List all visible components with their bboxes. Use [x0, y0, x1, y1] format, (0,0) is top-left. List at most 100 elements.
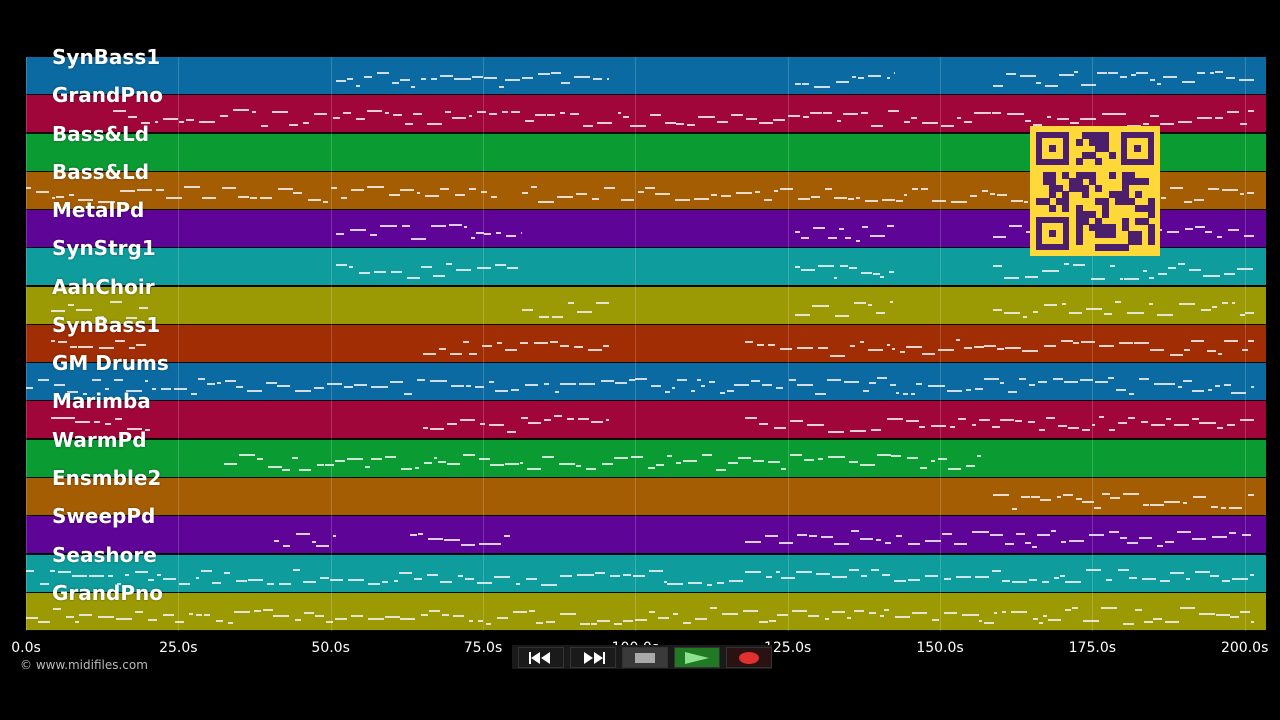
note — [894, 580, 907, 583]
note — [675, 462, 682, 465]
note — [891, 454, 902, 457]
qr-module — [1075, 184, 1083, 192]
note — [838, 227, 844, 230]
note — [666, 455, 672, 458]
note — [979, 619, 983, 622]
note — [1228, 506, 1243, 509]
note — [295, 532, 310, 535]
note — [1054, 577, 1059, 580]
note — [1003, 312, 1020, 315]
record-button[interactable] — [726, 647, 772, 668]
note — [292, 457, 298, 460]
track-separator — [26, 476, 1266, 478]
note — [1248, 494, 1254, 497]
note — [1210, 575, 1220, 578]
note — [954, 543, 967, 546]
qr-module — [1141, 204, 1149, 212]
note — [850, 530, 859, 533]
note — [1073, 71, 1079, 74]
note — [774, 426, 787, 429]
qr-module — [1049, 191, 1057, 199]
note — [907, 457, 918, 460]
note — [966, 465, 976, 468]
note — [1101, 113, 1113, 116]
note — [510, 388, 520, 391]
note — [1039, 622, 1043, 625]
note — [824, 618, 829, 621]
note — [363, 75, 373, 78]
note — [976, 455, 981, 458]
note — [335, 618, 347, 621]
note — [162, 614, 175, 617]
note — [1021, 349, 1038, 352]
note — [580, 622, 590, 625]
note — [814, 392, 827, 395]
qr-module — [1075, 138, 1083, 146]
qr-module — [1069, 178, 1076, 186]
note — [1232, 577, 1249, 580]
track-name-label: SynStrg1 — [52, 236, 156, 261]
note — [506, 234, 517, 237]
note — [445, 111, 451, 114]
note — [1240, 193, 1245, 196]
note — [336, 263, 348, 266]
note — [1023, 315, 1027, 318]
note — [1119, 278, 1123, 281]
note — [863, 390, 869, 393]
note — [535, 113, 547, 116]
note — [709, 381, 716, 384]
qr-module — [1148, 198, 1156, 205]
note — [124, 574, 130, 577]
note — [984, 344, 996, 347]
fast-forward-button[interactable] — [570, 647, 616, 668]
note — [694, 197, 710, 200]
note — [371, 457, 382, 460]
note — [1248, 110, 1254, 113]
note — [1059, 575, 1066, 578]
note — [1194, 199, 1204, 202]
note — [1073, 263, 1086, 266]
note — [529, 610, 536, 613]
note — [930, 425, 947, 428]
note — [993, 612, 998, 614]
note — [1115, 301, 1122, 304]
qr-module — [1121, 198, 1129, 205]
note — [1202, 275, 1220, 278]
note — [1006, 73, 1016, 75]
qr-module — [1088, 178, 1096, 186]
note — [356, 117, 366, 120]
note — [701, 384, 705, 387]
note — [533, 341, 548, 344]
note — [673, 613, 679, 616]
note — [272, 111, 289, 114]
note — [112, 110, 126, 113]
note — [476, 231, 485, 234]
note — [439, 188, 450, 191]
note — [156, 574, 161, 577]
note — [927, 384, 945, 387]
qr-module — [1108, 151, 1116, 159]
note — [1222, 188, 1239, 191]
note — [1057, 424, 1067, 427]
note — [37, 378, 50, 381]
rewind-button[interactable] — [518, 647, 564, 668]
stop-button[interactable] — [622, 647, 668, 668]
note — [658, 617, 670, 620]
note — [560, 81, 570, 84]
note — [1218, 352, 1222, 355]
note — [850, 345, 856, 348]
qr-module — [1049, 178, 1057, 186]
note — [1118, 422, 1128, 425]
note — [654, 192, 671, 195]
play-button[interactable] — [674, 647, 720, 668]
note — [1117, 568, 1130, 571]
note — [446, 462, 460, 465]
note — [1240, 418, 1254, 421]
note — [763, 199, 772, 202]
note — [907, 543, 920, 546]
track-name-label: SynBass1 — [52, 312, 161, 337]
note — [348, 266, 353, 269]
note — [1063, 262, 1069, 265]
note — [915, 382, 922, 385]
note — [789, 419, 803, 422]
